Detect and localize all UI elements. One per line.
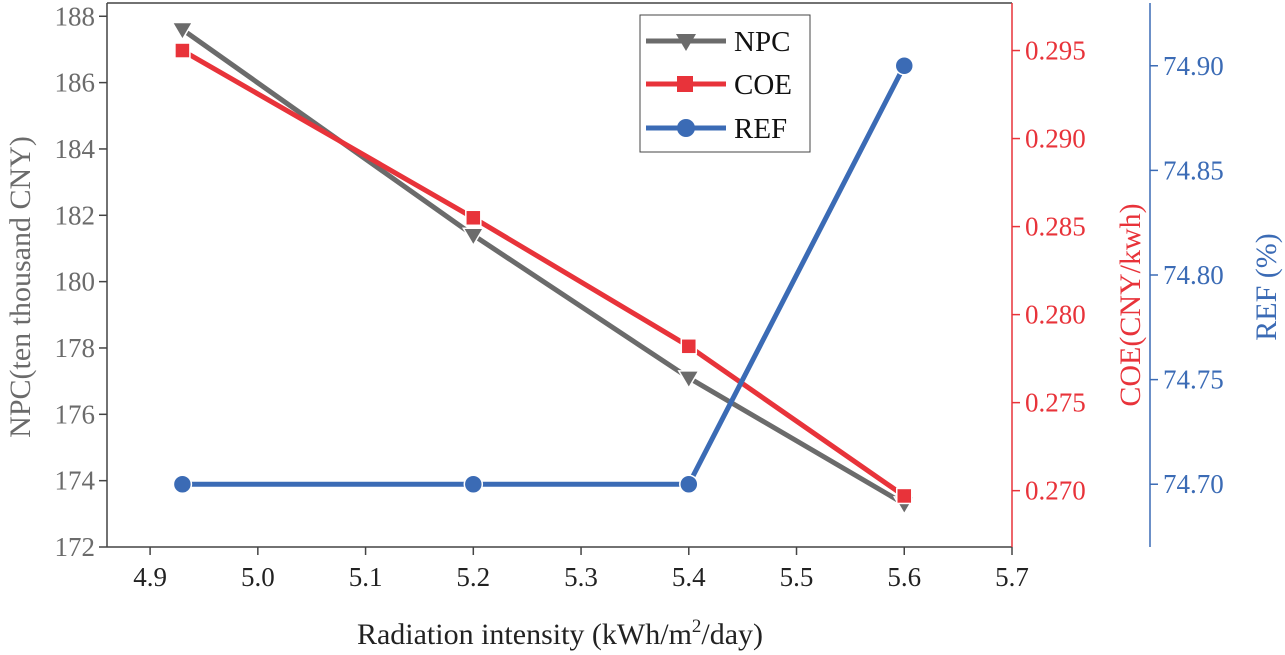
data-point-ref: [463, 474, 484, 494]
legend-label-ref: REF: [734, 113, 787, 145]
legend-item-ref: REF: [646, 113, 787, 145]
series-line-coe: [181, 48, 906, 498]
legend-item-coe: COE: [646, 69, 792, 101]
right1-tick-label: 0.290: [1025, 124, 1086, 154]
left-tick-label: 172: [55, 532, 96, 562]
labels-layer: 4.9 5.0 5.1 5.2 5.3 5.4 5.5 5.6 5.7 172 174 176 178 1…: [55, 1, 1224, 592]
right2-axis-title: REF (%): [1250, 233, 1283, 341]
x-tick-label: 5.5: [780, 562, 814, 592]
data-point-coe: [896, 487, 913, 505]
right2-tick-label: 74.80: [1163, 260, 1224, 290]
x-tick-label: 5.7: [995, 562, 1029, 592]
left-tick-label: 174: [55, 466, 96, 496]
legend-label-coe: COE: [734, 69, 792, 101]
x-tick-label: 5.3: [564, 562, 598, 592]
x-axis-title: Radiation intensity (kWh/m2/day): [357, 616, 763, 651]
x-tick-label: 5.4: [672, 562, 706, 592]
x-tick-label: 5.1: [349, 562, 383, 592]
left-tick-label: 184: [55, 134, 96, 164]
data-point-npc: [171, 21, 194, 42]
data-point-npc: [677, 370, 701, 390]
data-point-ref: [679, 474, 699, 494]
left-tick-label: 186: [55, 68, 96, 98]
right1-tick-label: 0.280: [1025, 300, 1086, 330]
data-point-ref: [894, 56, 915, 76]
series-layer: [171, 21, 916, 516]
left-tick-label: 176: [55, 399, 96, 429]
left-axis-title: NPC(ten thousand CNY): [4, 136, 37, 438]
left-tick-label: 188: [55, 1, 96, 31]
left-tick-label: 178: [55, 333, 96, 363]
legend-swatch-coe-marker: [677, 76, 693, 92]
data-point-npc: [461, 227, 485, 247]
right1-tick-label: 0.275: [1025, 388, 1086, 418]
legend-swatch-npc-marker: [676, 34, 696, 51]
data-point-ref: [172, 474, 193, 494]
data-point-coe: [174, 42, 191, 59]
right1-tick-label: 0.285: [1025, 212, 1086, 242]
series-line-ref: [182, 64, 907, 487]
right2-tick-label: 74.70: [1163, 469, 1224, 499]
legend-label-npc: NPC: [734, 26, 790, 58]
right2-tick-label: 74.75: [1163, 365, 1224, 395]
right2-tick-label: 74.90: [1163, 51, 1224, 81]
x-tick-label: 5.0: [241, 562, 275, 592]
right1-axis-title: COE(CNY/kwh): [1114, 203, 1147, 406]
x-tick-label: 4.9: [133, 562, 167, 592]
legend-swatch-ref-marker: [677, 119, 695, 137]
axes-layer: [99, 2, 1158, 555]
legend-item-npc: NPC: [646, 26, 790, 58]
right1-tick-label: 0.295: [1025, 36, 1086, 66]
right1-tick-label: 0.270: [1025, 476, 1086, 506]
left-tick-label: 180: [55, 267, 96, 297]
legend: NPC COE REF: [639, 14, 811, 153]
right2-tick-label: 74.85: [1163, 155, 1224, 185]
x-tick-label: 5.6: [887, 562, 921, 592]
data-point-coe: [465, 209, 482, 227]
left-tick-label: 182: [55, 200, 96, 230]
x-tick-label: 5.2: [456, 562, 490, 592]
data-point-coe: [680, 338, 698, 355]
